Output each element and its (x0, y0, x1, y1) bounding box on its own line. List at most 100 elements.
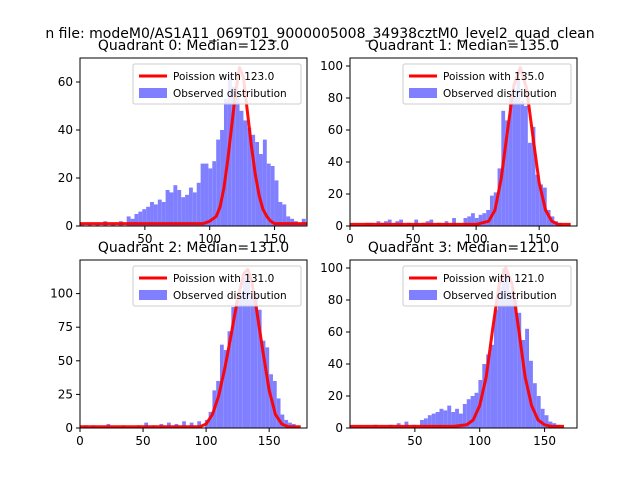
histogram-bar (435, 412, 440, 428)
subplot-quadrant-0: 0 20 40 60 50 100 150 Quadrant 0: Median=123.0 P… (58, 38, 308, 246)
histogram-bar (524, 106, 528, 226)
histogram-bar (490, 344, 494, 428)
histogram-bar (196, 182, 201, 226)
histogram-bar (462, 404, 467, 428)
histogram-bar (165, 190, 170, 226)
histogram-bar (204, 163, 209, 226)
y-tick-label: 75 (58, 320, 73, 334)
y-tick-label: 20 (58, 171, 73, 185)
histogram-bar (474, 218, 479, 226)
histogram-bar (478, 214, 483, 226)
histogram-bar (513, 300, 518, 428)
histogram-bar (471, 213, 475, 226)
figure-title: n file: modeM0/AS1A11_069T01_9000005008_… (45, 26, 594, 42)
histogram-bar (157, 199, 162, 226)
histogram-bar (420, 420, 424, 428)
legend-label-model: Poission with 121.0 (443, 273, 544, 285)
histogram-bar (261, 340, 266, 428)
subplot-quadrant-1: 0 20 40 60 80 100 0 50 100 150 Quadrant 1: Median=… (320, 38, 578, 246)
histogram-bar (181, 197, 186, 226)
histogram-bar (272, 380, 277, 428)
legend-label-model: Poission with 131.0 (173, 273, 274, 285)
histogram-bar (246, 273, 251, 428)
legend-label-observed: Observed distribution (443, 88, 557, 100)
histogram-bar (447, 405, 452, 428)
histogram-bar (505, 274, 510, 428)
y-tick-label: 60 (58, 75, 73, 89)
histogram-bar (512, 90, 517, 226)
histogram-bar (257, 309, 262, 428)
histogram-bar (182, 421, 186, 428)
histogram-bar (177, 190, 182, 226)
histogram-bar (274, 180, 279, 226)
histogram-bar (185, 194, 189, 226)
legend-bar-swatch (139, 88, 167, 98)
histogram-bar (146, 206, 151, 226)
histogram-bar (235, 91, 240, 226)
histogram-bar (216, 139, 221, 226)
histogram-bar (270, 166, 275, 226)
histogram-bar (466, 399, 471, 428)
histogram-bar (451, 412, 456, 428)
histogram-bar (220, 130, 224, 226)
legend-label-observed: Observed distribution (173, 88, 287, 100)
y-tick-label: 0 (335, 219, 343, 233)
histogram-bar (497, 287, 502, 428)
histogram-bar (212, 161, 217, 226)
histogram-bar (520, 101, 525, 226)
histogram-bar (544, 415, 549, 428)
histogram-bar (452, 218, 456, 226)
histogram-bar (238, 293, 243, 428)
legend-bar-swatch (139, 290, 167, 300)
histogram-bar (535, 174, 540, 226)
histogram-bar (243, 120, 248, 226)
histogram-bar (188, 187, 193, 226)
y-tick-label: 80 (328, 293, 343, 307)
histogram-bar (536, 396, 541, 428)
histogram-bar (439, 408, 444, 428)
histogram-bar (486, 210, 490, 226)
y-tick-label: 0 (335, 421, 343, 435)
histogram-bar (282, 204, 287, 226)
histogram-bar (509, 292, 514, 428)
histogram-bar (284, 419, 289, 428)
y-tick-label: 100 (50, 287, 73, 301)
subplot-title: Quadrant 3: Median=121.0 (368, 240, 559, 256)
legend-label-model: Poission with 135.0 (443, 71, 544, 83)
histogram-bar (467, 216, 472, 226)
x-tick-label: 150 (533, 434, 556, 448)
y-tick-label: 40 (328, 155, 343, 169)
histogram-bar (276, 398, 281, 428)
y-tick-label: 40 (58, 123, 73, 137)
histogram-bar (414, 219, 419, 226)
histogram-bar (223, 350, 228, 428)
histogram-bar (423, 418, 428, 428)
histogram-bar (443, 410, 448, 428)
y-tick-label: 20 (328, 389, 343, 403)
histogram-bar (259, 154, 263, 226)
histogram-bar (247, 127, 252, 226)
histogram-bar (529, 360, 533, 428)
histogram-bar (531, 126, 536, 226)
legend-label-observed: Observed distribution (443, 290, 557, 302)
histogram-bar (231, 86, 236, 226)
histogram-bar (470, 396, 475, 428)
histogram-bar (239, 110, 244, 226)
histogram-bar (482, 213, 487, 226)
histogram-bar (387, 219, 392, 226)
legend-bar-swatch (409, 290, 437, 300)
histogram-bar (527, 142, 532, 226)
histogram-bar (493, 309, 498, 428)
histogram-bar (517, 312, 522, 428)
histogram-bar (251, 134, 256, 226)
histogram-bar (227, 331, 232, 428)
histogram-bar (486, 354, 491, 428)
subplot-title: Quadrant 2: Median=131.0 (98, 240, 289, 256)
histogram-bar (266, 163, 271, 226)
axes-frame (79, 259, 308, 429)
histogram-bar (197, 421, 202, 428)
legend-box (132, 63, 302, 105)
x-tick-label: 0 (346, 232, 354, 246)
x-tick-label: 150 (528, 232, 551, 246)
histogram-bar (463, 218, 468, 226)
